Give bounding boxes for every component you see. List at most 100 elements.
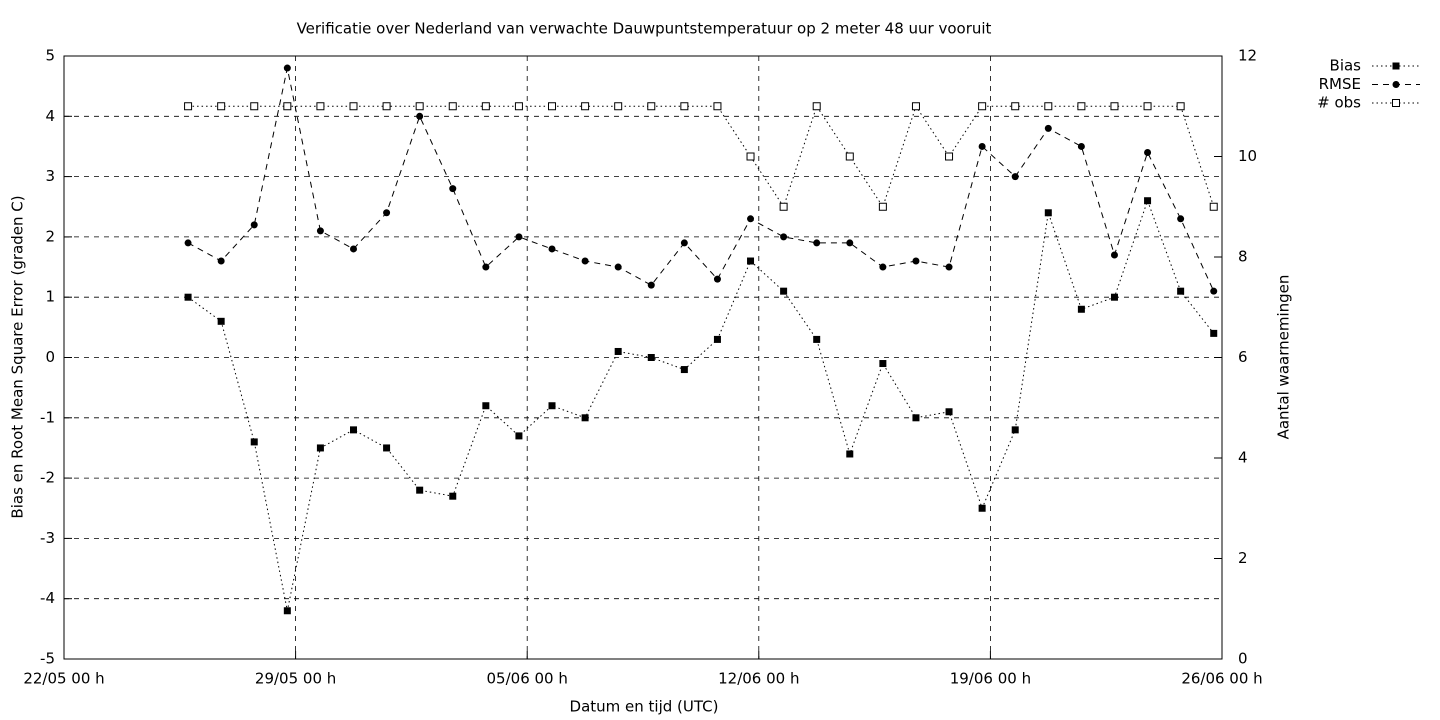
point [1176,102,1185,111]
point [1144,197,1152,205]
point [449,185,457,193]
point [945,408,953,416]
point [845,152,854,161]
point [978,102,987,111]
point [713,102,722,111]
x-tick-label: 19/06 00 h [950,670,1031,688]
point [316,444,324,452]
point [879,360,887,368]
x-tick-label: 22/05 00 h [23,670,104,688]
point [283,607,291,615]
point [383,444,391,452]
point [1077,102,1086,111]
y-tick-label: -4 [40,589,55,607]
y-tick-label: 5 [45,47,55,65]
y-tick-label: 3 [45,167,55,185]
legend-marker [1392,99,1400,107]
point [1210,329,1218,337]
point [350,426,357,434]
point [978,142,986,150]
point [746,152,755,161]
series-line [187,67,1215,292]
y2-tick-label: 6 [1238,348,1248,366]
point [614,102,623,111]
point [747,215,755,223]
y-tick-label: -3 [40,529,55,547]
point [1011,102,1020,111]
point [448,102,457,111]
y-tick-label: -5 [40,650,55,668]
point [250,438,258,446]
point [614,347,622,355]
point [184,102,193,111]
point [1210,287,1218,295]
point [1177,215,1185,223]
point [846,450,854,458]
point [514,102,523,111]
point [482,263,490,271]
point [647,102,656,111]
y2-tick-label: 10 [1238,147,1257,165]
point [217,102,226,111]
point [1177,287,1185,295]
point [482,402,490,410]
point [878,202,887,211]
point [680,102,689,111]
point [747,257,755,265]
point [780,233,788,241]
point [1044,124,1052,132]
y2-tick-label: 0 [1238,650,1248,668]
point [812,102,821,111]
point [713,275,721,283]
x-axis-label: Datum en tijd (UTC) [570,698,719,716]
point [1011,173,1019,181]
point [184,239,192,247]
point [945,263,953,271]
point [481,102,490,111]
point [1077,305,1085,313]
point [548,245,556,253]
point [1077,142,1085,150]
point [614,263,622,271]
point [1143,102,1152,111]
point [548,102,557,111]
x-tick-label: 26/06 00 h [1181,670,1262,688]
series-line [188,105,1215,208]
y2-tick-label: 4 [1238,449,1248,467]
point [515,233,523,241]
point [250,102,259,111]
legend-label: # obs [1317,94,1361,112]
x-tick-label: 12/06 00 h [718,670,799,688]
point [680,366,688,374]
point [1110,251,1118,259]
chart-title: Verificatie over Nederland van verwachte… [297,20,992,38]
y-tick-label: 1 [45,288,55,306]
point [912,257,920,265]
point [780,287,788,295]
point [581,414,589,422]
point [283,102,292,111]
point [548,402,556,410]
y2-tick-label: 12 [1238,47,1257,65]
point [680,239,688,247]
point [945,152,954,161]
series-line [187,199,1215,611]
legend-marker [1392,81,1400,88]
point [813,239,821,247]
point [416,112,424,120]
point [184,293,192,301]
point [581,102,590,111]
point [415,102,424,111]
point [316,102,325,111]
point [813,335,821,343]
y-tick-label: 2 [45,227,55,245]
y-tick-label: 0 [45,348,55,366]
y2-tick-label: 2 [1238,549,1248,567]
point [1144,148,1152,156]
point [383,209,391,217]
x-tick-label: 29/05 00 h [255,670,336,688]
point [217,257,225,265]
point [1110,102,1119,111]
y2-tick-label: 8 [1238,248,1248,266]
